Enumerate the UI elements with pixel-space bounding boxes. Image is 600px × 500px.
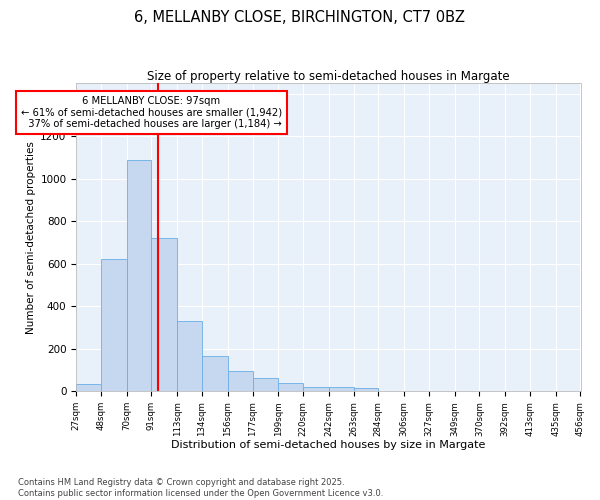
Bar	[76, 384, 101, 391]
Bar	[177, 321, 202, 391]
Bar	[127, 160, 151, 391]
Bar	[278, 382, 303, 391]
Text: 6 MELLANBY CLOSE: 97sqm
← 61% of semi-detached houses are smaller (1,942)
  37% : 6 MELLANBY CLOSE: 97sqm ← 61% of semi-de…	[21, 96, 282, 129]
Bar	[253, 378, 278, 391]
Text: Contains HM Land Registry data © Crown copyright and database right 2025.
Contai: Contains HM Land Registry data © Crown c…	[18, 478, 383, 498]
Bar	[202, 356, 228, 391]
Bar	[228, 371, 253, 391]
Bar	[303, 387, 329, 391]
Title: Size of property relative to semi-detached houses in Margate: Size of property relative to semi-detach…	[147, 70, 509, 83]
Bar	[151, 238, 177, 391]
Bar	[353, 388, 379, 391]
Text: 6, MELLANBY CLOSE, BIRCHINGTON, CT7 0BZ: 6, MELLANBY CLOSE, BIRCHINGTON, CT7 0BZ	[134, 10, 466, 25]
Bar	[329, 387, 353, 391]
X-axis label: Distribution of semi-detached houses by size in Margate: Distribution of semi-detached houses by …	[171, 440, 485, 450]
Bar	[101, 260, 127, 391]
Y-axis label: Number of semi-detached properties: Number of semi-detached properties	[26, 140, 36, 334]
